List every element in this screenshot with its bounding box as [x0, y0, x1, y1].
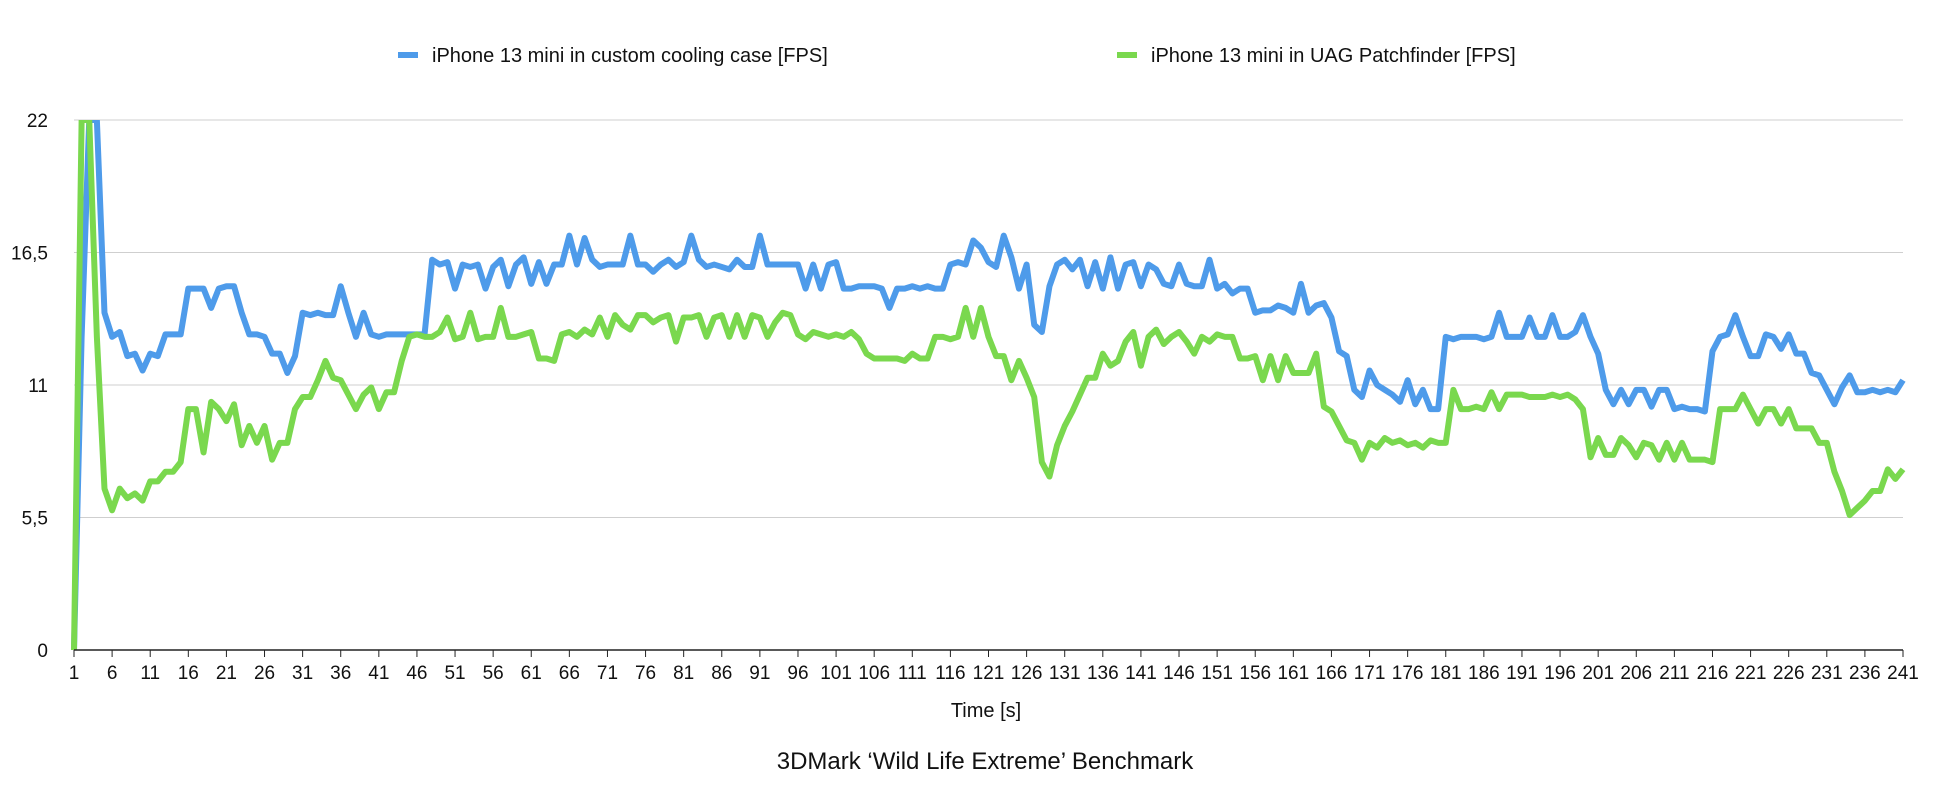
legend: iPhone 13 mini in custom cooling case [F…: [398, 45, 1516, 67]
chart-title: 3DMark ‘Wild Life Extreme’ Benchmark: [777, 748, 1195, 775]
x-tick-label: 61: [521, 663, 542, 684]
x-tick-label: 126: [1011, 663, 1043, 684]
x-tick-label: 91: [749, 663, 770, 684]
x-tick-label: 1: [69, 663, 80, 684]
x-tick-label: 161: [1277, 663, 1309, 684]
x-tick-label: 51: [444, 663, 465, 684]
x-tick-label: 96: [787, 663, 808, 684]
x-tick-label: 236: [1849, 663, 1881, 684]
x-axis-title: Time [s]: [951, 700, 1021, 722]
y-tick-label: 22: [27, 111, 48, 132]
x-tick-label: 176: [1392, 663, 1424, 684]
x-tick-label: 11: [140, 663, 160, 684]
x-tick-label: 56: [483, 663, 504, 684]
x-tick-label: 41: [368, 663, 389, 684]
series-line-2: [71, 120, 1906, 651]
x-tick-label: 141: [1125, 663, 1157, 684]
x-tick-label: 116: [935, 663, 965, 684]
x-tick-label: 201: [1582, 663, 1614, 684]
legend-label-1: iPhone 13 mini in custom cooling case [F…: [432, 45, 828, 67]
x-tick-label: 191: [1506, 663, 1538, 684]
series-lines: [71, 120, 1906, 651]
y-tick-label: 5,5: [22, 509, 48, 530]
x-tick-label: 206: [1620, 663, 1652, 684]
x-tick-label: 186: [1468, 663, 1500, 684]
x-tick-label: 21: [216, 663, 237, 684]
x-tick-label: 216: [1697, 663, 1729, 684]
y-tick-label: 0: [37, 641, 48, 662]
x-tick-label: 166: [1316, 663, 1348, 684]
x-tick-label: 26: [254, 663, 275, 684]
x-tick-label: 171: [1354, 663, 1386, 684]
x-tick-label: 66: [559, 663, 580, 684]
x-tick-label: 81: [673, 663, 694, 684]
x-tick-label: 111: [898, 663, 927, 684]
x-tick-label: 86: [711, 663, 732, 684]
x-tick-label: 101: [820, 663, 852, 684]
x-tick-label: 146: [1163, 663, 1195, 684]
gridlines: [74, 119, 1903, 518]
series-line-1: [71, 120, 1906, 651]
x-tick-label: 181: [1430, 663, 1462, 684]
x-tick-label: 241: [1887, 663, 1919, 684]
x-tick-label: 121: [973, 663, 1005, 684]
x-tick-label: 156: [1239, 663, 1271, 684]
x-tick-label: 151: [1201, 663, 1233, 684]
x-tick-label: 221: [1735, 663, 1767, 684]
y-tick-label: 16,5: [11, 244, 48, 265]
x-tick-label: 106: [858, 663, 890, 684]
x-tick-label: 231: [1811, 663, 1843, 684]
x-tick-label: 131: [1049, 663, 1081, 684]
legend-label-2: iPhone 13 mini in UAG Patchfinder [FPS]: [1151, 45, 1516, 67]
x-tick-label: 226: [1773, 663, 1805, 684]
x-tick-label: 36: [330, 663, 351, 684]
x-tick-label: 71: [597, 663, 618, 684]
y-tick-label: 11: [28, 376, 48, 397]
x-tick-label: 46: [406, 663, 427, 684]
x-tick-label: 31: [292, 663, 313, 684]
x-tick-label: 6: [107, 663, 118, 684]
x-tick-label: 211: [1659, 663, 1689, 684]
x-tick-label: 76: [635, 663, 656, 684]
x-tick-label: 136: [1087, 663, 1119, 684]
x-tick-label: 196: [1544, 663, 1576, 684]
x-tick-label: 16: [178, 663, 199, 684]
